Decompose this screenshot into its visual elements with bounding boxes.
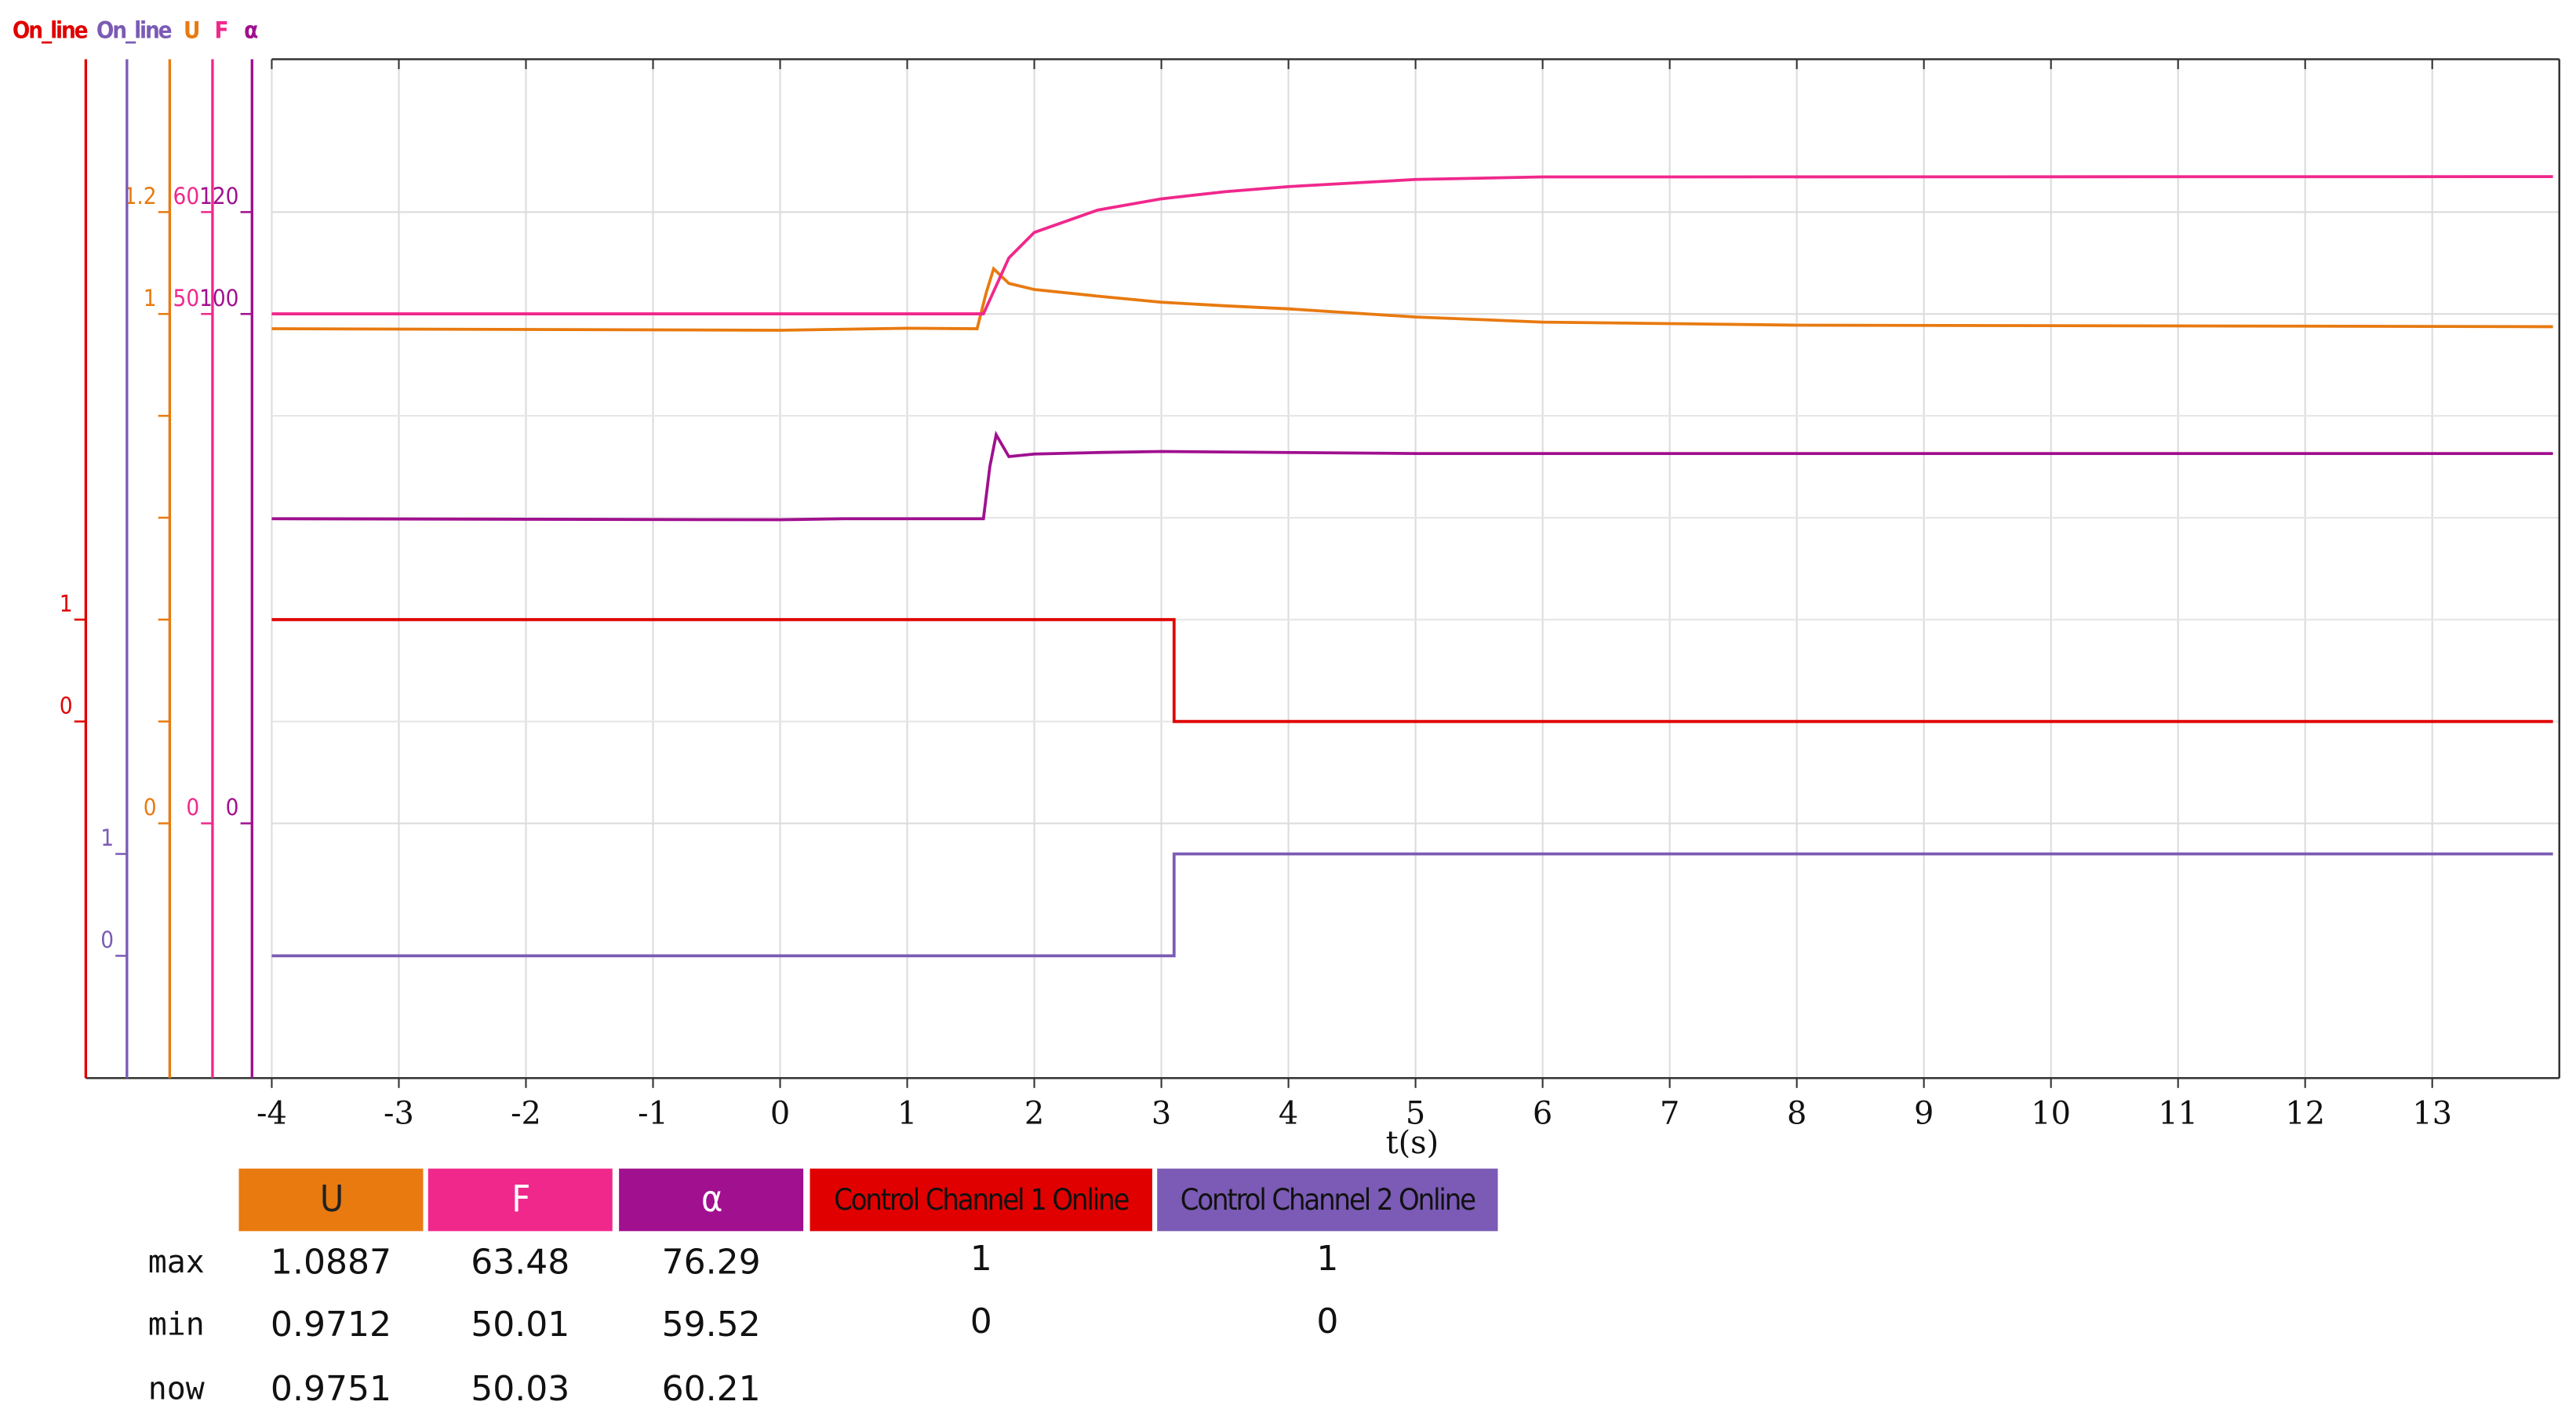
x-tick-label: 0 [770,1095,790,1131]
x-tick-label: 2 [1024,1095,1044,1131]
table-cell: 1.0887 [271,1242,391,1282]
series-line [271,617,2553,723]
table-cell: 1 [1316,1239,1338,1279]
table-header: Control Channel 1 Online [834,1182,1129,1217]
series-line [271,852,2553,958]
y-axis-title: On_line [96,16,172,43]
y-axis-title: On_line [13,16,88,43]
table-cell: 0.9751 [271,1369,391,1409]
table-header: Control Channel 2 Online [1181,1182,1475,1217]
table-header-cell [238,1168,424,1232]
x-tick-label: -4 [257,1095,287,1131]
y-tick-label: 0 [144,794,157,821]
table-cell: 60.21 [662,1369,761,1409]
x-tick-label: 3 [1152,1095,1171,1131]
x-tick-label: -1 [638,1095,668,1131]
table-header-cell [810,1168,1152,1232]
row-label: min [148,1307,205,1343]
y-tick-label: 0 [100,926,114,953]
x-tick-label: 11 [2158,1095,2198,1131]
table-header: α [701,1178,722,1220]
y-tick-label: 120 [199,183,238,209]
y-axis-title: F [214,16,227,43]
y-axis-title: U [184,16,199,43]
x-tick-label: 10 [2031,1095,2071,1131]
y-tick-label: 0 [226,794,239,821]
series-line [271,175,2553,315]
table-cell: 63.48 [471,1242,569,1282]
x-tick-label: 4 [1279,1095,1298,1131]
series-line [271,266,2553,332]
y-tick-label: 1 [100,825,114,851]
table-header-cell [428,1168,613,1232]
row-label: max [148,1244,205,1280]
table-cell: 1 [970,1239,992,1279]
x-tick-label: -2 [511,1095,541,1131]
y-tick-label: 0 [60,692,73,719]
table-cell: 0 [970,1301,992,1341]
x-tick-label: -3 [384,1095,414,1131]
row-label: now [148,1371,205,1407]
x-tick-label: 1 [897,1095,917,1131]
table-header-cell [619,1168,804,1232]
y-tick-label: 0 [186,794,199,821]
x-tick-label: 5 [1406,1095,1425,1131]
table-cell: 0.9712 [271,1305,391,1345]
y-tick-label: 100 [199,285,238,311]
y-tick-label: 1.2 [124,183,157,209]
x-tick-label: 13 [2412,1095,2452,1131]
x-tick-label: 9 [1914,1095,1934,1131]
y-tick-label: 1 [60,590,73,617]
x-tick-label: 12 [2285,1095,2325,1131]
table-cell: 76.29 [662,1242,761,1282]
table-cell: 50.03 [471,1369,569,1409]
x-tick-label: 6 [1533,1095,1552,1131]
y-tick-label: 60 [173,183,200,209]
table-header-cell [1157,1168,1498,1232]
y-axis-title: α [244,16,258,43]
table-cell: 0 [1316,1301,1338,1341]
y-tick-label: 50 [173,285,200,311]
table-cell: 59.52 [662,1305,761,1345]
series-line [271,430,2553,522]
table-cell: 50.01 [471,1305,569,1345]
x-tick-label: 7 [1660,1095,1679,1131]
x-tick-label: 8 [1787,1095,1806,1131]
x-axis-label: t(s) [1386,1125,1439,1161]
table-header: U [320,1178,342,1220]
y-tick-label: 1 [144,285,157,311]
table-header: F [511,1178,529,1220]
